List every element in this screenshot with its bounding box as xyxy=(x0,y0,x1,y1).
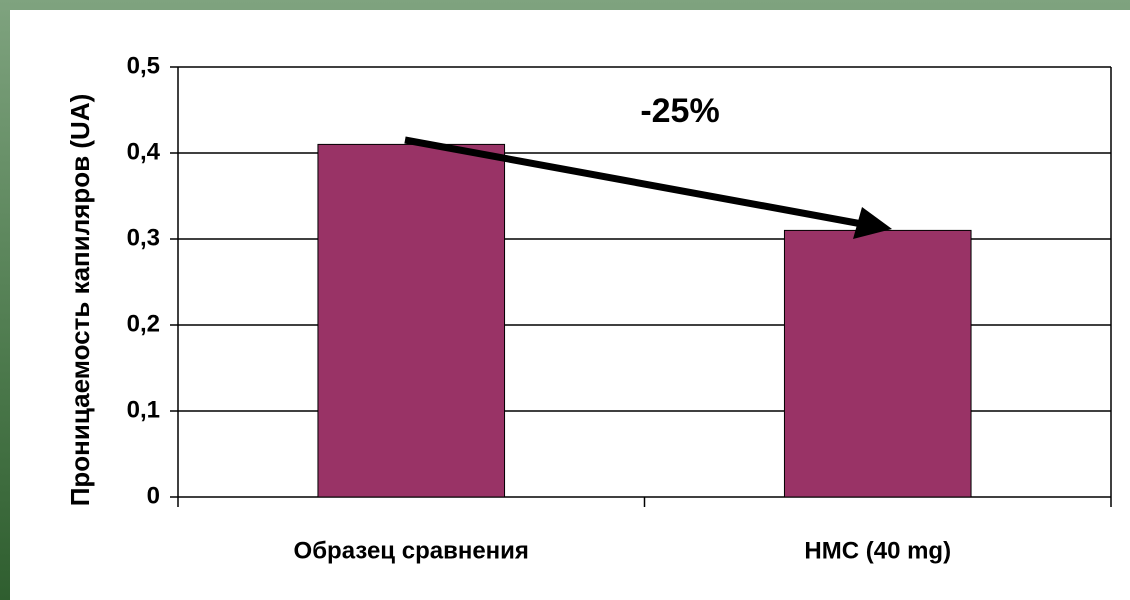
bar xyxy=(317,143,506,498)
y-tick-label: 0,2 xyxy=(127,310,160,337)
y-axis-label: Проницаемость капиляров (UA) xyxy=(65,94,95,507)
y-tick-label: 0,1 xyxy=(127,396,160,423)
y-tick-label: 0,3 xyxy=(127,224,160,251)
y-tick-label: 0 xyxy=(147,482,160,509)
y-tick-label: 0,4 xyxy=(127,138,161,165)
y-tick-label: 0,5 xyxy=(127,52,160,79)
arrow-head xyxy=(853,207,892,239)
x-tick-label: HMC (40 mg) xyxy=(804,537,951,564)
bar xyxy=(783,229,972,498)
annotation: -25% xyxy=(640,92,719,130)
x-tick-label: Образец сравнения xyxy=(294,537,529,564)
arrow-shaft xyxy=(404,136,863,228)
